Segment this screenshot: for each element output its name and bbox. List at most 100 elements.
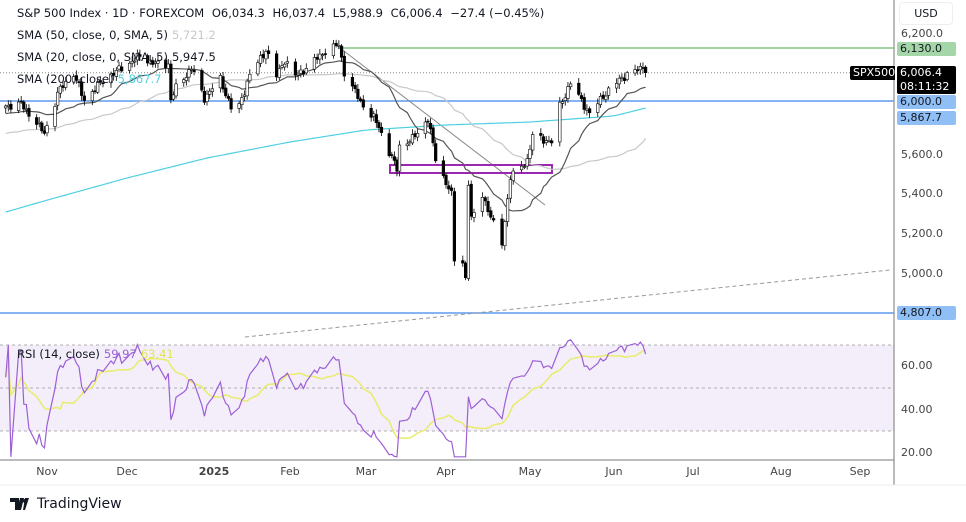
tradingview-logo[interactable]: TradingView [10,496,122,512]
sma200-label: SMA (200, close) [17,72,114,86]
candle [558,101,562,143]
candle [353,84,357,90]
candle [489,210,493,218]
candle [120,66,124,72]
candle [127,62,132,71]
sma200-legend[interactable]: SMA (200, close) 5,867.7 [17,72,166,86]
candle [237,103,241,109]
ohlc-close: C6,006.4 [390,6,443,20]
ohlc-open: O6,034.3 [211,6,265,20]
candle [301,70,306,75]
candle [633,69,637,74]
candle [387,133,391,157]
candle [93,90,97,93]
currency-button[interactable]: USD [899,2,953,25]
candle [604,95,608,100]
candle [331,43,336,56]
candle [285,61,289,64]
candle [569,83,573,88]
candle [643,66,648,74]
candle [334,42,338,47]
price-tick-label: 5,600.0 [901,148,943,161]
candle [541,136,546,144]
candle [358,98,363,101]
trendline-dashed [244,269,891,338]
candle [596,103,600,113]
candle [40,122,44,132]
rsi-tick-label: 40.00 [901,403,933,416]
rsi-tick-label: 20.00 [901,446,933,459]
candle [90,91,94,102]
candle [369,107,373,118]
candle [56,91,60,106]
candle [205,93,209,102]
level-6130-tag: 6,130.0 [897,42,956,56]
candle [42,130,47,134]
time-tick-label: Jul [686,465,700,478]
candle [187,69,191,78]
price-tick-label: 5,400.0 [901,187,943,200]
candle [45,125,49,134]
candle [240,97,244,105]
candle [577,82,581,95]
candle [416,133,420,138]
candle [390,154,394,156]
candle [210,88,214,92]
candle [138,54,142,57]
ohlc-low: L5,988.9 [332,6,383,20]
time-tick-label: Apr [436,465,456,478]
candle [275,53,279,78]
candle [202,90,207,103]
candle [601,94,605,99]
candle [114,69,118,77]
level-4807-tag: 4,807.0 [897,306,956,320]
rsi-legend[interactable]: RSI (14, close) 59.97 63.41 [17,347,178,361]
candle [361,99,365,108]
level-6000-tag: 6,000.0 [897,95,956,109]
candle [320,54,325,57]
candle [109,73,113,83]
sma20-legend[interactable]: SMA (20, close, 0, SMA, 5) 5,947.5 [17,50,220,64]
candle [258,55,263,64]
candle [146,55,150,64]
candle [447,185,451,190]
candle [434,143,438,162]
candle [428,123,433,130]
symbol-tag: SPX500 [850,66,895,80]
price-tick-label: 6,200.0 [901,27,943,40]
symbol-title[interactable]: S&P 500 Index · 1D · FOREXCOM [17,6,205,20]
price-change: −27.4 (−0.45%) [450,6,545,20]
candle [218,75,222,89]
candle [339,45,344,58]
candle [27,107,31,117]
sma50-label: SMA (50, close, 0, SMA, 5) [17,28,168,42]
candle [374,114,378,123]
candle [641,67,645,69]
sma50-value: 5,721.2 [171,28,216,42]
tradingview-logo-icon [10,498,29,510]
time-tick-label: Dec [116,465,138,478]
candle [19,100,23,103]
sma50-legend[interactable]: SMA (50, close, 0, SMA, 5) 5,721.2 [17,28,220,42]
candle [431,127,435,144]
candle [372,113,376,117]
candle [622,78,627,81]
candle [156,60,160,64]
candle [617,77,621,85]
sma50-line [5,72,647,170]
symbol-header: S&P 500 Index · 1D · FOREXCOM O6,034.3 H… [17,6,548,20]
candle [101,82,105,85]
candle [192,69,196,72]
candle [469,183,473,217]
time-tick-label: May [518,465,542,478]
candle [356,88,360,99]
candle [82,95,86,101]
candle [280,65,284,68]
candle [598,95,603,105]
candle [525,158,529,167]
time-tick-label: Nov [36,465,58,478]
rsi-ma-value: 63.41 [140,347,174,361]
candle [296,73,300,76]
